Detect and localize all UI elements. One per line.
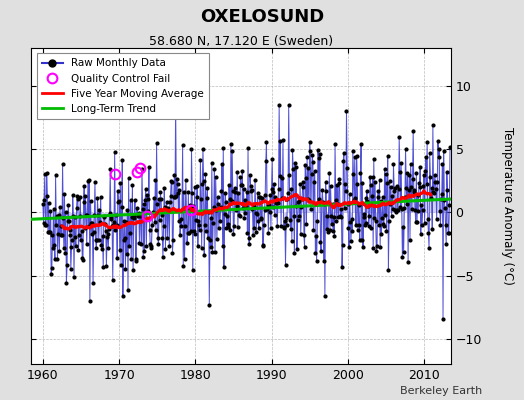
Y-axis label: Temperature Anomaly (°C): Temperature Anomaly (°C)	[501, 127, 515, 285]
Text: OXELOSUND: OXELOSUND	[200, 8, 324, 26]
Title: 58.680 N, 17.120 E (Sweden): 58.680 N, 17.120 E (Sweden)	[149, 35, 333, 48]
Legend: Raw Monthly Data, Quality Control Fail, Five Year Moving Average, Long-Term Tren: Raw Monthly Data, Quality Control Fail, …	[37, 53, 209, 119]
Text: Berkeley Earth: Berkeley Earth	[400, 386, 482, 396]
